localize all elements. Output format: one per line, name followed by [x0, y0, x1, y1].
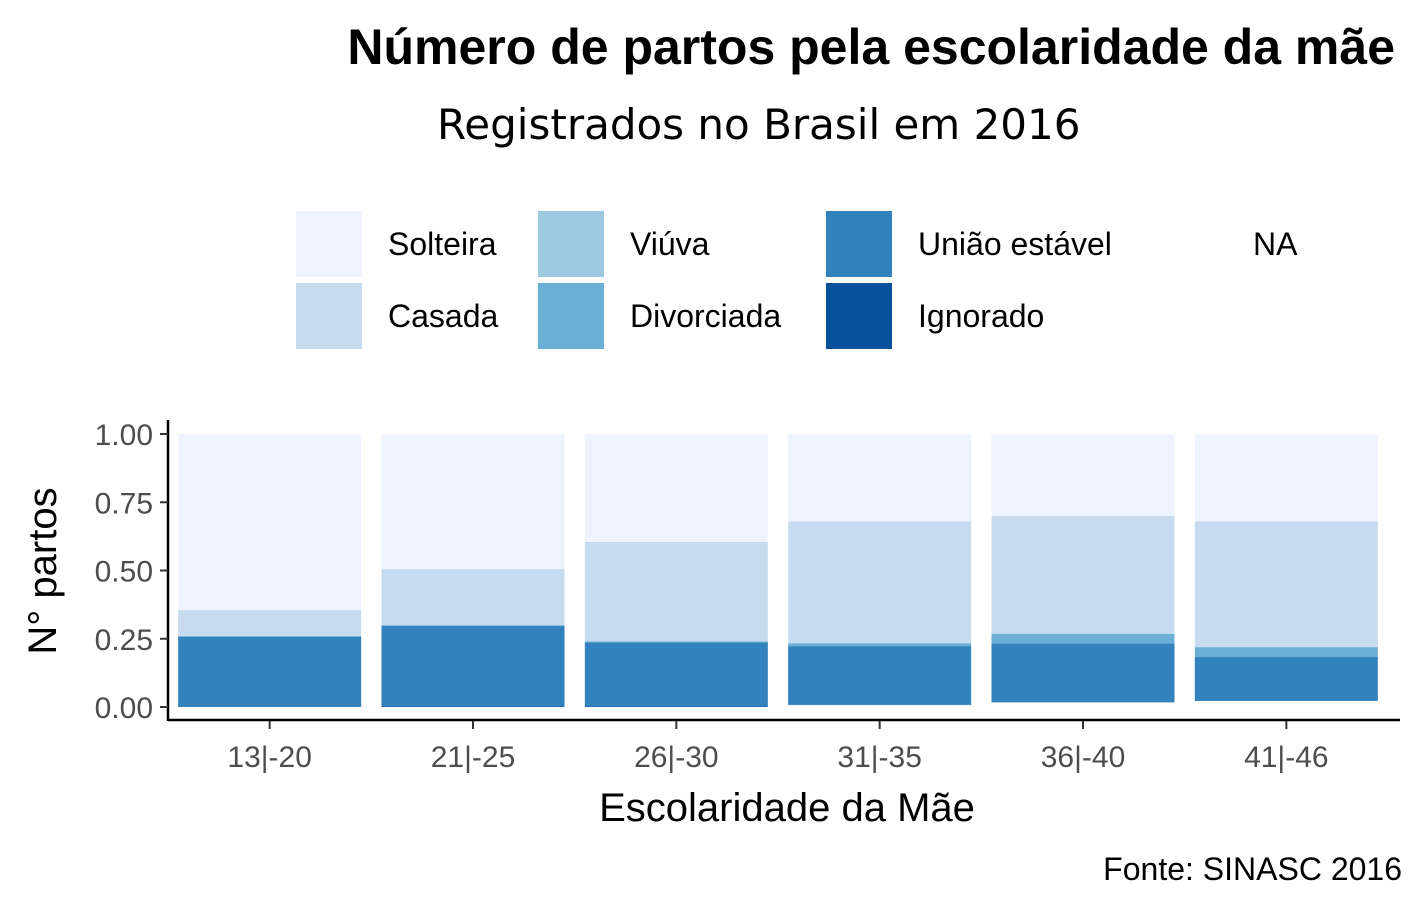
legend-item-viuva: Viúva	[538, 211, 709, 277]
legend-item-uniao-estavel: União estável	[826, 211, 1112, 277]
bar-segment-uniao-estavel-13-20	[178, 636, 362, 707]
bar-segment-ignorado-21-25	[381, 706, 565, 707]
y-tick-label: 0.25	[95, 624, 153, 657]
legend-key-viuva	[538, 211, 604, 277]
bar-segment-uniao-estavel-26-30	[584, 642, 768, 707]
bar-segment-divorciada-26-30	[584, 641, 768, 643]
y-tick-label: 1.00	[95, 419, 153, 452]
bars-layer	[178, 434, 1378, 707]
bar-segment-casada-36-40	[991, 515, 1175, 634]
bar-segment-solteira-31-35	[788, 434, 972, 522]
bar-segment-divorciada-31-35	[788, 643, 972, 647]
legend-key-solteira	[296, 211, 362, 277]
bar-segment-casada-21-25	[381, 569, 565, 626]
x-axis-title: Escolaridade da Mãe	[599, 786, 975, 830]
legend-label-casada: Casada	[388, 297, 499, 334]
chart-caption: Fonte: SINASC 2016	[1103, 851, 1402, 887]
legend-item-divorciada: Divorciada	[538, 283, 781, 349]
y-tick-label: 0.75	[95, 487, 153, 520]
x-tick-label-36-40: 36|-40	[1041, 741, 1126, 774]
bar-segment-viuva-31-35	[788, 642, 972, 644]
bar-segment-divorciada-21-25	[381, 625, 565, 626]
x-tick-label-13-20: 13|-20	[227, 741, 312, 774]
bar-segment-casada-26-30	[584, 541, 768, 642]
bar-segment-divorciada-13-20	[178, 636, 362, 637]
axes-layer: 0.00 0.25 0.50 0.75 1.00 13|-20 21|-25 26|-30 31…	[95, 419, 1400, 774]
legend-label-solteira: Solteira	[388, 225, 497, 262]
bar-segment-casada-31-35	[788, 521, 972, 643]
chart-title: Número de partos pela escolaridade da mã…	[347, 19, 1395, 75]
x-tick-label-26-30: 26|-30	[634, 741, 719, 774]
bar-segment-casada-13-20	[178, 610, 362, 637]
legend-key-ignorado	[826, 283, 892, 349]
bar-segment-uniao-estavel-41-46	[1194, 657, 1378, 701]
bar-segment-viuva-41-46	[1194, 646, 1378, 648]
bar-segment-casada-41-46	[1194, 521, 1378, 647]
legend-item-solteira: Solteira	[296, 211, 497, 277]
bar-segment-ignorado-26-30	[584, 706, 768, 707]
legend-label-uniao-estavel: União estável	[918, 225, 1112, 262]
chart-subtitle: Registrados no Brasil em 2016	[437, 100, 1081, 149]
y-tick-label: 0.50	[95, 556, 153, 589]
legend-key-uniao-estavel	[826, 211, 892, 277]
y-tick-label: 0.00	[95, 692, 153, 725]
y-axis-title: N° partos	[21, 487, 65, 654]
legend-item-ignorado: Ignorado	[826, 283, 1044, 349]
x-tick-label-31-35: 31|-35	[837, 741, 922, 774]
legend-label-ignorado: Ignorado	[918, 297, 1045, 334]
bar-segment-viuva-36-40	[991, 633, 1175, 634]
bar-segment-solteira-13-20	[178, 434, 362, 611]
x-tick-label-41-46: 41|-46	[1244, 741, 1329, 774]
bar-segment-solteira-26-30	[584, 434, 768, 542]
legend-item-na: NA	[1161, 211, 1297, 277]
bar-segment-divorciada-36-40	[991, 633, 1175, 644]
x-tick-label-21-25: 21|-25	[431, 741, 516, 774]
legend-item-casada: Casada	[296, 283, 498, 349]
bar-segment-solteira-36-40	[991, 434, 1175, 516]
bar-segment-divorciada-41-46	[1194, 647, 1378, 658]
legend-key-divorciada	[538, 283, 604, 349]
bar-segment-uniao-estavel-21-25	[381, 625, 565, 707]
bar-segment-uniao-estavel-31-35	[788, 646, 972, 705]
bar-segment-solteira-21-25	[381, 434, 565, 570]
bar-segment-uniao-estavel-36-40	[991, 643, 1175, 703]
legend-label-viuva: Viúva	[630, 225, 710, 262]
legend-key-casada	[296, 283, 362, 349]
legend-label-divorciada: Divorciada	[630, 297, 782, 334]
bar-segment-solteira-41-46	[1194, 434, 1378, 522]
legend-label-na: NA	[1253, 225, 1298, 262]
